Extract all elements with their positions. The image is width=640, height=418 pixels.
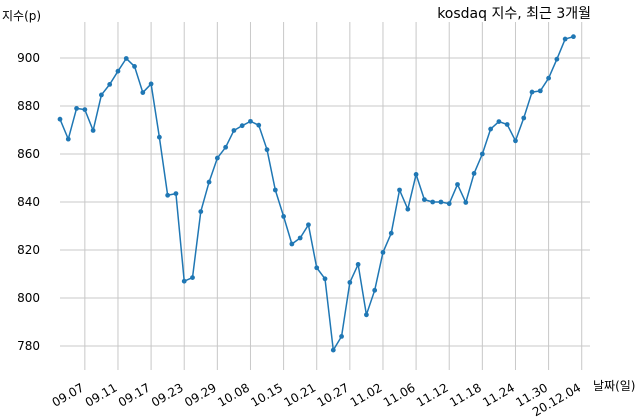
gridlines <box>60 22 590 370</box>
data-point <box>479 151 485 157</box>
data-point <box>546 75 551 81</box>
data-point <box>364 312 369 318</box>
data-point <box>148 81 154 87</box>
data-point <box>537 88 543 94</box>
data-point <box>132 64 137 69</box>
data-point <box>107 82 113 87</box>
y-axis-label: 지수(p) <box>2 9 41 23</box>
x-tick-label: 09.23 <box>149 380 186 409</box>
y-tick-label: 880 <box>17 99 40 113</box>
data-point <box>471 171 477 176</box>
data-point <box>99 92 104 98</box>
y-tick-label: 800 <box>17 291 40 305</box>
x-tick-label: 11.02 <box>348 380 385 409</box>
data-point <box>446 201 452 207</box>
data-point <box>496 119 502 124</box>
data-point <box>529 89 535 95</box>
data-point <box>438 199 444 205</box>
data-point <box>330 347 336 353</box>
data-point <box>223 144 229 150</box>
y-tick-label: 780 <box>17 339 40 353</box>
data-point <box>554 56 560 62</box>
data-point <box>488 126 494 132</box>
y-tick-label: 860 <box>17 147 40 161</box>
data-point <box>82 107 88 112</box>
data-point <box>347 280 353 285</box>
data-point <box>198 209 204 215</box>
data-point <box>388 230 394 236</box>
data-point <box>571 34 576 40</box>
series-group <box>57 34 576 353</box>
data-point <box>206 179 212 185</box>
data-point <box>57 116 63 122</box>
x-tick-label: 11.06 <box>381 380 418 409</box>
data-point <box>256 122 262 128</box>
y-tick-label: 900 <box>17 51 40 65</box>
data-point <box>413 172 419 177</box>
x-tick-label: 09.11 <box>83 380 120 409</box>
data-point <box>214 155 220 161</box>
data-point <box>173 191 179 197</box>
data-point <box>306 222 311 228</box>
data-point <box>74 106 79 111</box>
data-point <box>513 138 518 144</box>
data-point <box>430 199 436 205</box>
data-point <box>264 147 270 153</box>
x-tick-label: 10.27 <box>315 380 352 409</box>
data-point <box>504 122 510 127</box>
data-point <box>156 134 162 140</box>
data-point <box>90 128 96 133</box>
data-point <box>355 262 361 267</box>
data-point <box>181 278 187 284</box>
data-point <box>463 200 469 205</box>
data-point <box>322 276 328 282</box>
x-tick-label: 11.24 <box>480 380 517 409</box>
data-point <box>289 241 295 247</box>
data-point <box>140 90 146 95</box>
data-point <box>562 36 568 42</box>
data-point <box>297 235 303 241</box>
x-tick-label: 09.17 <box>116 380 153 409</box>
data-point <box>380 250 386 255</box>
data-point <box>405 206 411 212</box>
data-point <box>281 214 286 219</box>
x-tick-label: 11.18 <box>447 380 484 409</box>
x-tick-label: 09.29 <box>182 380 219 409</box>
data-point <box>455 182 460 187</box>
data-point <box>421 197 427 203</box>
y-tick-label: 820 <box>17 243 40 257</box>
data-point <box>314 265 320 271</box>
data-point <box>231 128 237 133</box>
x-tick-labels: 09.0709.1109.1709.2309.2910.0810.1510.21… <box>50 380 584 418</box>
data-point <box>272 187 278 193</box>
data-point <box>65 136 71 142</box>
y-tick-label: 840 <box>17 195 40 209</box>
y-tick-labels: 780 800 820 840 860 880 900 <box>17 51 40 353</box>
data-point <box>339 334 344 339</box>
data-point <box>397 187 402 193</box>
data-point <box>190 275 195 280</box>
x-tick-label: 09.07 <box>50 380 87 409</box>
data-point <box>165 192 171 198</box>
chart-title: kosdaq 지수, 최근 3개월 <box>437 6 591 22</box>
data-point <box>239 123 245 129</box>
data-point <box>372 287 378 293</box>
x-tick-label: 10.08 <box>215 380 252 409</box>
x-tick-label: 10.15 <box>248 380 285 409</box>
data-point <box>521 115 527 121</box>
x-axis-label: 날짜(일) <box>593 379 635 393</box>
data-point <box>248 118 253 124</box>
x-tick-label: 11.12 <box>414 380 451 409</box>
x-tick-label: 10.21 <box>281 380 318 409</box>
data-point <box>115 68 121 74</box>
data-point <box>123 56 129 61</box>
